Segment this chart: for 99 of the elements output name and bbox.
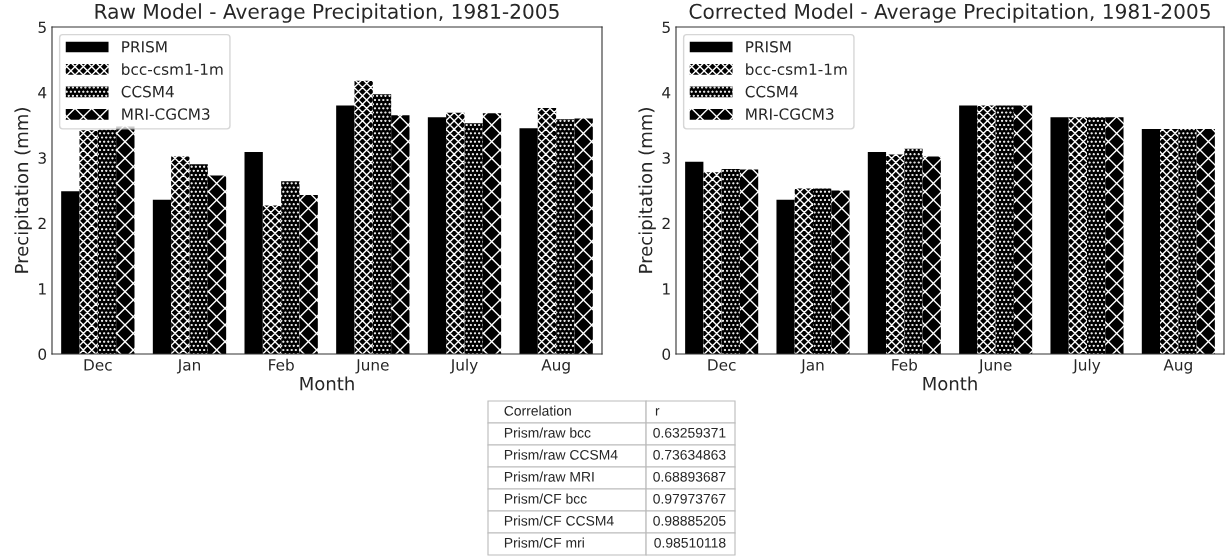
bar (831, 190, 850, 354)
bar (721, 168, 740, 354)
data-label: 0.63259371 (653, 427, 726, 438)
legend-label: bcc-csm1-1m (746, 63, 847, 75)
legend-label: MRI-CGCM3 (122, 108, 210, 120)
legend-label: PRISM (746, 41, 791, 53)
y-tick-label: 5 (662, 21, 670, 34)
bar (1141, 129, 1161, 354)
category-label: Prism/raw MRI (504, 471, 594, 482)
bar (299, 195, 318, 354)
bar (1068, 117, 1087, 354)
x-tick-label: Aug (1163, 359, 1192, 374)
y-tick-label: 3 (38, 152, 46, 164)
bar (391, 115, 410, 354)
bar (959, 105, 978, 354)
bar (262, 205, 282, 354)
x-axis-title: Month (923, 376, 977, 391)
y-tick-label: 1 (663, 283, 670, 295)
data-label: 0.68893687 (653, 471, 726, 482)
bar (427, 117, 447, 354)
bar (867, 151, 887, 354)
bar (1050, 117, 1069, 354)
y-tick-label: 3 (662, 152, 670, 164)
x-tick-label: Dec (708, 359, 736, 371)
bar (189, 164, 208, 354)
bar (372, 94, 392, 354)
x-tick-label: June (978, 359, 1012, 374)
bar (537, 108, 557, 354)
bar (1196, 129, 1215, 354)
bar (446, 112, 465, 354)
bar (336, 105, 355, 354)
bar (482, 113, 502, 354)
y-tick-label: 2 (38, 217, 46, 229)
x-tick-label: July (1072, 358, 1101, 374)
category-label: Prism/raw CCSM4 (504, 449, 618, 460)
legend-label: CCSM4 (745, 85, 798, 98)
y-tick-label: 1 (39, 283, 46, 295)
bar (794, 188, 813, 354)
bar (703, 172, 722, 354)
category-label: Prism/CF mri (504, 537, 584, 548)
x-tick-label: July (449, 358, 478, 374)
x-tick-label: Feb (892, 358, 918, 371)
x-tick-label: Jan (176, 359, 200, 374)
bar (1178, 129, 1197, 354)
text: Correlation (504, 405, 571, 416)
chart-title: Corrected Model - Average Precipitation, 1981-2005 (689, 3, 1210, 23)
y-tick-label: 5 (38, 21, 46, 34)
bar (61, 191, 80, 354)
text: r (655, 408, 660, 416)
x-tick-label: Aug (541, 359, 570, 374)
category-label: Prism/CF bcc (504, 493, 587, 504)
bar (922, 156, 941, 354)
data-label: 0.98885205 (653, 515, 726, 526)
bar (79, 130, 98, 354)
y-tick-label: 4 (662, 87, 671, 99)
y-tick-label: 0 (662, 348, 671, 361)
chart-title: Raw Model - Average Precipitation, 1981-2005 (95, 3, 559, 23)
category-label: Prism/raw bcc (504, 427, 591, 438)
bar (244, 151, 263, 354)
bar (97, 129, 117, 354)
legend-label: bcc-csm1-1m (122, 63, 223, 75)
bar (1160, 129, 1179, 354)
x-tick-label: Feb (269, 358, 294, 371)
bar (739, 169, 759, 354)
legend-label: PRISM (122, 41, 167, 53)
y-tick-label: 2 (662, 217, 670, 229)
legend-label: CCSM4 (121, 85, 174, 98)
bar (171, 156, 190, 354)
data-label: 0.97973767 (653, 493, 726, 504)
bar (904, 148, 923, 354)
y-axis-title: Precipitation (mm) (638, 108, 656, 273)
bar (574, 118, 593, 354)
bar (464, 123, 483, 354)
data-label: 0.73634863 (653, 449, 726, 460)
bar (1105, 117, 1124, 354)
bar (886, 154, 905, 354)
legend-label: MRI-CGCM3 (746, 108, 834, 120)
bar (977, 105, 996, 354)
bar (995, 105, 1014, 354)
bar (354, 80, 373, 354)
data-label: 0.98510118 (654, 537, 726, 548)
category-label: Prism/CF CCSM4 (504, 515, 614, 526)
x-tick-label: Jan (800, 359, 824, 374)
bar (152, 199, 172, 354)
bar (685, 161, 704, 354)
y-tick-label: 4 (38, 87, 47, 99)
x-tick-label: June (355, 359, 389, 374)
bar (281, 181, 300, 354)
bar (1087, 117, 1106, 354)
bar (1013, 105, 1033, 354)
bar (776, 199, 795, 354)
bar (556, 119, 575, 354)
x-axis-title: Month (300, 376, 354, 391)
x-tick-label: Dec (84, 359, 112, 371)
y-axis-title: Precipitation (mm) (14, 108, 32, 273)
y-tick-label: 0 (38, 348, 47, 361)
bar (813, 188, 832, 354)
bar (519, 128, 538, 354)
bar (207, 175, 227, 354)
